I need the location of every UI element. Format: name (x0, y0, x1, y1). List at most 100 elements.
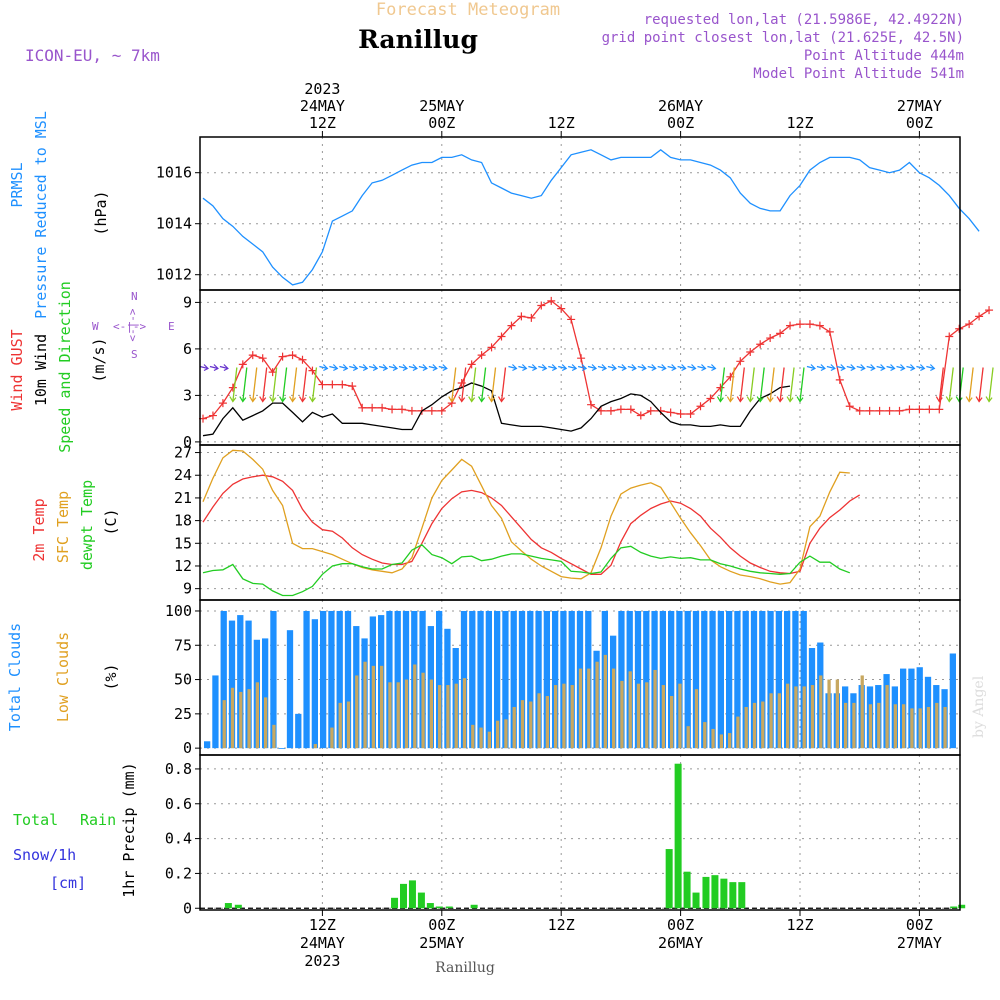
wind-arrow (378, 365, 388, 370)
ytick-label-pressure: 1012 (156, 266, 192, 284)
wind-arrow-head (910, 364, 916, 372)
total-cloud-bar (311, 619, 318, 749)
rain-bar (729, 882, 737, 909)
bottom-tick-label: 27MAY (897, 934, 942, 952)
gust-marker (975, 312, 984, 321)
gust-marker (567, 315, 576, 324)
gust-marker (935, 405, 944, 414)
precip-axis-label: 1hr Precip (mm) (120, 762, 138, 897)
low-cloud-bar (661, 685, 665, 749)
wind-arrow-head (746, 396, 754, 403)
wind-arrow-head (975, 396, 983, 403)
gust-marker (338, 380, 347, 389)
total-cloud-bar (485, 610, 492, 749)
wind-arrow-head (289, 396, 297, 403)
wind-arrow-head (448, 396, 456, 403)
ytick-label-temp: 21 (174, 489, 192, 507)
total-cloud-bar (204, 741, 211, 749)
ytick-label-precip: 0 (183, 899, 192, 917)
bottom-tick-label: 12Z (309, 916, 336, 934)
clouds-unit: (%) (102, 663, 120, 690)
total-cloud-bar (270, 610, 277, 749)
series-line-wind-gust (202, 300, 990, 420)
gust-marker (507, 321, 516, 330)
low-cloud-bar (496, 720, 500, 749)
wind-arrow-head (279, 396, 287, 403)
wind-arrow (667, 365, 676, 370)
wind-arrow (518, 365, 527, 370)
rain-bar (683, 871, 691, 909)
low-cloud-bar (554, 685, 558, 749)
wind-arrow (281, 367, 288, 402)
wind-arrow (916, 365, 925, 370)
wind-arrow (799, 367, 805, 402)
gust-marker (905, 405, 914, 414)
wind-arrow-head (661, 364, 667, 372)
wind-arrow (749, 367, 755, 402)
gust-marker (487, 343, 496, 352)
gust-marker (676, 410, 685, 418)
wind-arrow-head (955, 396, 963, 403)
gust-marker (358, 403, 367, 412)
total-cloud-bar (237, 615, 244, 749)
bottom-tick-label: 25MAY (419, 934, 464, 952)
wind-arrow (769, 367, 775, 402)
low-cloud-bar (910, 708, 914, 749)
wind-arrow-head (736, 396, 744, 403)
wind-arrow-head (701, 364, 707, 372)
low-cloud-bar (902, 704, 906, 749)
wind-arrow (948, 367, 954, 402)
gust-marker (646, 406, 655, 415)
total-cloud-bar (320, 610, 327, 749)
wind-arrow (856, 365, 865, 370)
wind-arrow-head (571, 364, 578, 372)
wind-dir-label: Speed and Direction (56, 281, 74, 453)
wind-arrow (617, 365, 627, 370)
low-cloud-bar (728, 733, 732, 749)
gust-marker (218, 399, 227, 408)
wind-arrow (729, 367, 735, 402)
gust-marker (835, 375, 844, 384)
wind-arrow (938, 367, 944, 402)
total-cloud-bar (328, 610, 335, 749)
wind-arrow (428, 365, 438, 370)
total-clouds-label: Total Clouds (6, 623, 24, 731)
rain-bar (224, 903, 232, 909)
top-tick-label: 2023 (304, 80, 340, 98)
low-cloud-bar (520, 700, 525, 749)
low-cloud-bar (777, 693, 781, 749)
wind-arrow-head (890, 364, 896, 372)
wind-arrow (272, 367, 278, 402)
total-cloud-bar (262, 638, 269, 749)
low-cloud-bar (802, 686, 806, 749)
wind-arrow (759, 367, 765, 402)
rain-bar (426, 903, 434, 909)
low-cloud-bar (487, 731, 491, 749)
footer-station: Ranillug (435, 960, 495, 976)
wind-arrow-head (468, 396, 476, 403)
gust-marker (497, 332, 506, 341)
wind-arrow (219, 365, 229, 370)
low-cloud-bar (346, 701, 351, 749)
low-cloud-bar (645, 682, 649, 749)
low-cloud-bar (628, 671, 632, 749)
ytick-label-clouds: 0 (183, 739, 192, 757)
wind-arrow-head (432, 364, 438, 372)
wind-arrow-head (581, 364, 588, 372)
gust-marker (368, 403, 377, 412)
wind-arrow-head (512, 364, 518, 372)
wind-arrow-head (726, 396, 734, 403)
wind-arrow-head (601, 364, 608, 372)
wind-arrow-head (382, 364, 389, 372)
gust-marker (815, 321, 824, 330)
total-cloud-bar (784, 610, 791, 749)
total-cloud-bar (469, 610, 476, 749)
low-cloud-bar (819, 675, 823, 749)
gust-marker (845, 402, 854, 411)
total-cloud-bar (286, 630, 294, 749)
gust-marker (686, 410, 695, 418)
total-cloud-bar (618, 610, 625, 749)
gust-marker (288, 351, 297, 360)
gust-marker (626, 405, 635, 414)
